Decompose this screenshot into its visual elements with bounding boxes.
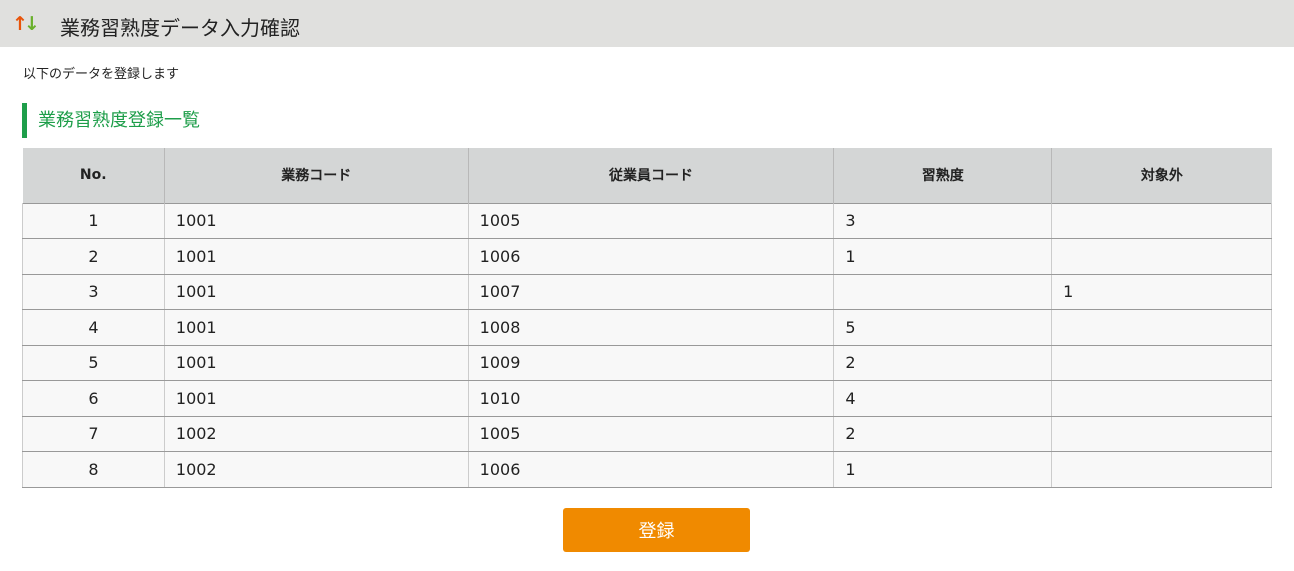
- table-cell: [1051, 415, 1272, 452]
- table-cell: 8: [22, 451, 165, 488]
- table-cell: 1002: [163, 415, 469, 452]
- column-header: 業務コード: [163, 148, 469, 203]
- table-cell: [1051, 344, 1272, 381]
- table-row: 2 1001 1006 1: [22, 238, 1272, 275]
- table-header-row: No. 業務コード 従業員コード 習熟度 対象外: [22, 148, 1272, 203]
- table-cell: 2: [22, 238, 165, 275]
- sort-arrows-icon: ↑↓: [12, 13, 40, 35]
- table-cell: 3: [22, 273, 165, 310]
- table-cell: 1: [22, 202, 165, 239]
- table-cell: [1051, 451, 1272, 488]
- table-cell: 1001: [163, 344, 469, 381]
- table-row: 4 1001 1008 5: [22, 309, 1272, 346]
- register-button[interactable]: 登録: [563, 508, 750, 552]
- column-header: 習熟度: [833, 148, 1052, 203]
- column-header: 従業員コード: [467, 148, 834, 203]
- table-cell: [1051, 238, 1272, 275]
- table-cell: 1005: [467, 202, 834, 239]
- table-cell: 1007: [467, 273, 834, 310]
- table-cell: [1051, 202, 1272, 239]
- column-header: 対象外: [1051, 148, 1272, 203]
- table-cell: 2: [833, 344, 1052, 381]
- table-cell: 3: [833, 202, 1052, 239]
- table-cell: 1001: [163, 380, 469, 417]
- table-row: 8 1002 1006 1: [22, 451, 1272, 488]
- table-row: 3 1001 1007 1: [22, 273, 1272, 310]
- proficiency-table: No. 業務コード 従業員コード 習熟度 対象外 1 1001 1005 3 2 1001 1006…: [22, 148, 1272, 488]
- confirm-message: 以下のデータを登録します: [23, 67, 180, 82]
- table-row: 5 1001 1009 2: [22, 344, 1272, 381]
- table-row: 6 1001 1010 4: [22, 380, 1272, 417]
- table-cell: 1: [833, 451, 1052, 488]
- table-cell: 1: [1051, 273, 1272, 310]
- table-cell: 1008: [467, 309, 834, 346]
- table-cell: 4: [833, 380, 1052, 417]
- table-cell: 4: [22, 309, 165, 346]
- table-row: 7 1002 1005 2: [22, 415, 1272, 452]
- table-cell: [1051, 380, 1272, 417]
- table-cell: 1005: [467, 415, 834, 452]
- column-header: No.: [22, 148, 165, 203]
- page-title: 業務習熟度データ入力確認: [60, 16, 300, 40]
- table-cell: 2: [833, 415, 1052, 452]
- table-cell: 1001: [163, 238, 469, 275]
- table-cell: 1006: [467, 238, 834, 275]
- table-row: 1 1001 1005 3: [22, 202, 1272, 239]
- table-cell: [1051, 309, 1272, 346]
- table-cell: 1001: [163, 202, 469, 239]
- page-header: ↑↓ 業務習熟度データ入力確認: [0, 0, 1294, 47]
- table-cell: 1006: [467, 451, 834, 488]
- table-cell: 1001: [163, 309, 469, 346]
- table-cell: 1009: [467, 344, 834, 381]
- table-cell: 1002: [163, 451, 469, 488]
- table-cell: 1001: [163, 273, 469, 310]
- table-cell: 5: [833, 309, 1052, 346]
- table-cell: [833, 273, 1052, 310]
- table-cell: 1: [833, 238, 1052, 275]
- table-cell: 1010: [467, 380, 834, 417]
- table-cell: 6: [22, 380, 165, 417]
- table-cell: 7: [22, 415, 165, 452]
- section-title: 業務習熟度登録一覧: [22, 103, 200, 138]
- table-cell: 5: [22, 344, 165, 381]
